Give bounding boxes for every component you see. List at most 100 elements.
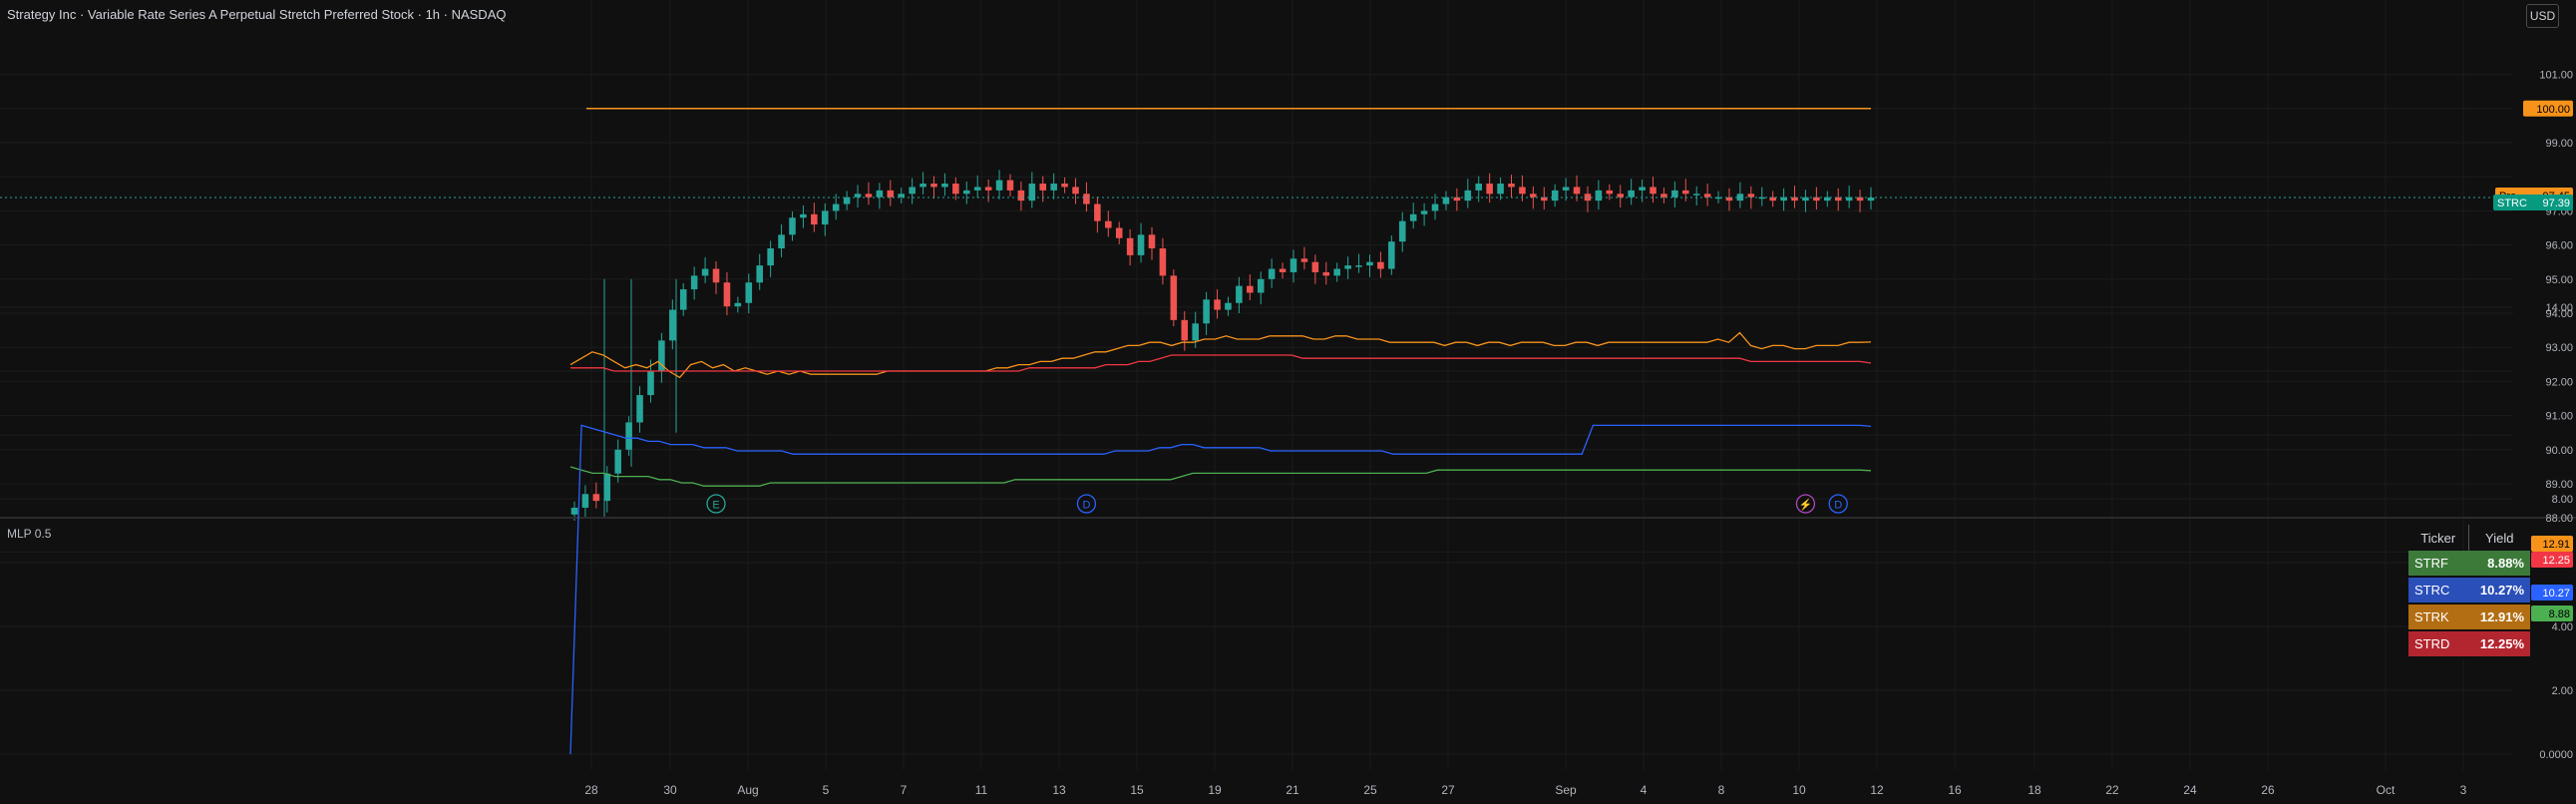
event-marker[interactable]: D [1076,494,1097,514]
time-tick-label: 5 [823,783,830,797]
event-marker[interactable]: D [1828,494,1848,514]
yield-tag [2531,585,2573,601]
candle-body [1311,261,1319,272]
candle-body [1834,197,1842,201]
dividend-icon [1076,494,1097,514]
candle-body [1039,184,1047,191]
chart-grid [0,74,2513,755]
yield-axis[interactable]: 14.008.006.004.002.000.000012.9112.2510.… [2531,302,2573,761]
price-tag-100-text: 100.00 [2536,104,2570,116]
candle-body [658,340,665,372]
time-tick-label: 11 [975,783,988,797]
yield-line-strf [569,466,1872,487]
candle-body [1606,190,1614,195]
candle-body [1159,248,1167,276]
candle-body [1845,197,1853,201]
event-symbol: D [1834,500,1842,512]
candle-body [1409,213,1417,221]
event-marker[interactable]: ⚡ [1795,494,1816,514]
price-tick-label: 94.00 [2545,308,2573,320]
yield-lines [569,331,1872,755]
candle-body [1181,319,1189,341]
candle-body [1692,194,1700,196]
time-tick-label: 18 [2027,783,2041,797]
candle-body [1508,184,1515,188]
candle-body [603,473,611,502]
table-row: STRK 12.91% [2408,603,2530,631]
candle-body [767,248,774,266]
earnings-icon [706,494,726,514]
event-marker[interactable]: E [706,494,726,514]
candle-body [1126,237,1134,255]
candle-body [1551,190,1559,201]
price-tick-label: 99.00 [2545,138,2573,150]
candle-body [1072,187,1079,195]
yield-line-strk [569,331,1872,379]
candle-body [898,194,906,198]
ticker-header: Ticker [2408,525,2469,551]
candle-body [1703,194,1711,198]
candle-body [756,265,763,283]
yield-tag [2531,605,2573,621]
yield-cell: 12.25% [2468,630,2530,658]
currency-button[interactable]: USD [2526,4,2559,28]
table-row: STRF 8.88% [2408,551,2530,578]
candle-body [1791,197,1798,201]
candle-body [1650,187,1656,195]
price-tick-label: 92.00 [2545,376,2573,388]
time-tick-label: 8 [1718,783,1725,797]
indicator-label[interactable]: MLP 0.5 [7,527,52,541]
yield-cell: 12.91% [2468,603,2530,631]
last-price-tag [2493,195,2573,211]
candle-body [876,190,884,198]
candle-body [1562,187,1570,191]
yield-tick-label: 2.00 [2552,685,2573,697]
candle-body [800,213,807,218]
candle-body [1366,261,1373,266]
candle-body [1344,265,1351,269]
yield-tag-text: 12.25 [2542,555,2570,567]
yield-tag-text: 10.27 [2542,588,2570,600]
candle-body [1083,194,1090,204]
ticker-cell: STRF [2408,551,2468,578]
candle-body [973,187,981,191]
candle-body [1017,190,1025,201]
yield-tick-label: 0.0000 [2539,749,2573,761]
candle-body [1006,180,1014,191]
candle-body [865,194,873,198]
candle-body [854,194,862,198]
candle-body [1780,197,1787,201]
candle-body [1725,197,1733,201]
event-symbol: E [712,500,719,512]
candle-body [1377,261,1384,269]
yield-header: Yield [2485,530,2514,546]
candle-body [930,184,937,188]
price-tick-label: 89.00 [2545,479,2573,491]
time-tick-label: Aug [737,783,758,797]
table-row: STRC 10.27% [2408,577,2530,604]
candle-body [1769,197,1776,201]
price-tick-label: 91.00 [2545,411,2573,423]
price-tick-label: 95.00 [2545,274,2573,286]
candle-body [995,180,1003,191]
candle-body [909,187,916,195]
candle-body [1236,285,1243,303]
candle-body [1747,194,1755,198]
candle-body [1061,184,1068,188]
candle-body [1148,234,1156,249]
candle-body [1050,184,1057,191]
time-axis[interactable]: 28 30 Aug 5 7 11 13 15 19 21 25 27 Sep 4 8 10 12 16 18 22 24… [584,783,2466,797]
candle-body [1333,268,1340,276]
candle-body [920,184,926,188]
candle-body [1289,258,1297,272]
candlestick-series [570,170,1875,521]
price-tick-label: 90.00 [2545,445,2573,457]
candle-body [570,507,578,515]
price-tick-label: 88.00 [2545,513,2573,525]
candle-body [625,422,632,450]
ticker-cell: STRD [2408,630,2468,658]
time-tick-label: 10 [1792,783,1806,797]
event-markers[interactable]: E D ⚡ D [706,494,1848,514]
ticker-cell: STRK [2408,603,2468,631]
